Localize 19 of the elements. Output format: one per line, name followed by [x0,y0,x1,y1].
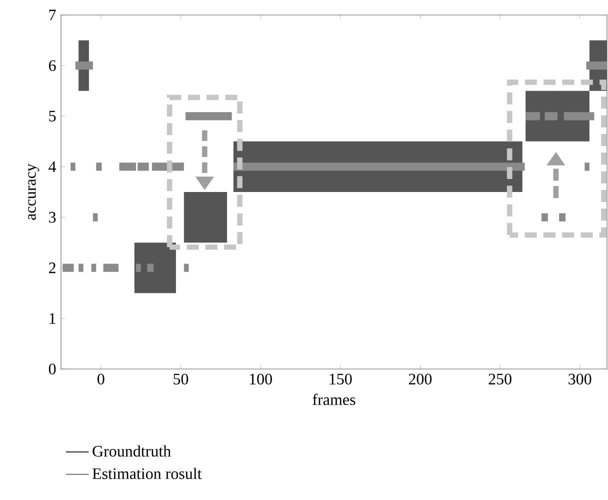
y-axis-title: accuracy [28,164,40,220]
x-tick-label: 50 [174,374,188,384]
y-tick-label: 2 [49,262,56,274]
legend-label: Groundtruth [92,445,171,457]
y-tick-label: 4 [48,161,56,172]
x-tick-label: 0 [98,374,104,384]
x-tick-label: 100 [250,374,272,384]
legend-label: Estimation rosult [92,468,202,480]
x-tick-label: 150 [330,374,352,384]
x-tick-label: 250 [488,374,512,384]
x-axis-title: frames [312,394,356,406]
y-tick-label: 0 [48,364,56,374]
y-tick-label: 1 [50,313,56,324]
y-tick-label: 6 [48,60,56,71]
y-tick-label: 5 [49,110,56,122]
y-tick-label: 7 [49,10,56,20]
y-tick-label: 3 [49,212,56,223]
x-tick-label: 300 [568,374,592,384]
x-tick-label: 200 [408,374,432,384]
